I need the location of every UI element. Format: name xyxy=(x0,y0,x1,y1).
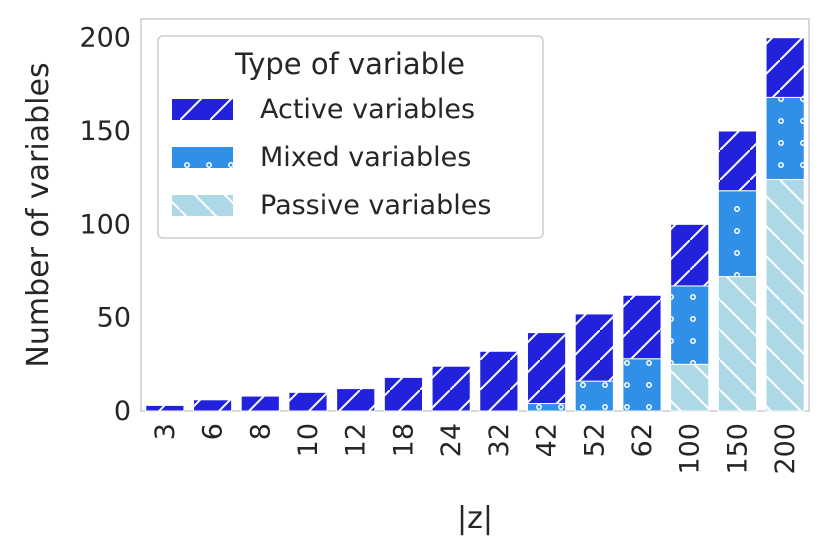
x-ticks-group: 3 6 8 10 12 18 24 32 42 52 62 100 150 200 xyxy=(150,423,801,475)
y-tick-label-200: 200 xyxy=(79,23,131,54)
bar-passive-variables-100 xyxy=(670,363,710,412)
bar-active-variables-32-hatch xyxy=(479,350,519,412)
bar-passive-variables-200-hatch xyxy=(765,179,805,412)
bar-active-variables-200 xyxy=(765,37,805,98)
bar-active-variables-62-hatch xyxy=(622,294,662,360)
y-tick-label-150: 150 xyxy=(79,116,131,147)
legend-items: Active variables Mixed variables Passive v… xyxy=(172,94,491,221)
y-ticks-group: 0 50 100 150 200 xyxy=(79,23,131,427)
bar-active-variables-200-hatch xyxy=(765,37,805,98)
bar-active-variables-3-hatch xyxy=(145,404,185,412)
bar-mixed-variables-150-hatch xyxy=(717,190,758,278)
bar-active-variables-18 xyxy=(383,376,424,412)
legend-title: Type of variable xyxy=(234,47,465,81)
legend-label-passive-variables: Passive variables xyxy=(260,190,491,221)
x-tick-label-32: 32 xyxy=(484,423,515,457)
bar-active-variables-24-hatch xyxy=(431,365,471,412)
legend-label-mixed-variables: Mixed variables xyxy=(260,142,471,173)
bar-active-variables-62 xyxy=(622,294,662,360)
bar-mixed-variables-200 xyxy=(765,96,805,181)
bar-passive-variables-100-hatch xyxy=(670,363,710,412)
bar-active-variables-100 xyxy=(670,223,710,287)
bar-mixed-variables-62-hatch xyxy=(622,358,662,412)
legend: Type of variable Active variables Mixed v… xyxy=(157,35,544,239)
bar-mixed-variables-52 xyxy=(574,380,614,412)
x-tick-label-52: 52 xyxy=(579,423,610,457)
y-axis-label: Number of variables xyxy=(21,62,56,367)
x-tick-label-62: 62 xyxy=(627,423,658,457)
x-tick-label-200: 200 xyxy=(770,423,801,475)
bar-passive-variables-150 xyxy=(717,276,758,412)
bar-active-variables-52 xyxy=(574,313,614,382)
bar-active-variables-12 xyxy=(336,388,376,412)
bar-mixed-variables-100-hatch xyxy=(670,285,710,365)
bar-mixed-variables-52-hatch xyxy=(574,380,614,412)
x-tick-label-6: 6 xyxy=(198,423,229,440)
x-tick-label-100: 100 xyxy=(675,423,706,475)
bar-mixed-variables-100 xyxy=(670,285,710,365)
x-tick-label-8: 8 xyxy=(245,423,276,440)
legend-item-mixed-variables: Mixed variables xyxy=(172,142,471,173)
bar-active-variables-100-hatch xyxy=(670,223,710,287)
bar-active-variables-150-hatch xyxy=(717,130,758,192)
bar-active-variables-42-hatch xyxy=(526,332,567,405)
bar-active-variables-32 xyxy=(479,350,519,412)
legend-label-active-variables: Active variables xyxy=(260,94,475,125)
x-tick-label-18: 18 xyxy=(388,423,419,457)
bar-passive-variables-200 xyxy=(765,179,805,412)
legend-swatch-hatch-passive-variables xyxy=(172,195,233,216)
legend-box xyxy=(157,35,544,239)
legend-item-active-variables: Active variables xyxy=(172,94,475,125)
bar-mixed-variables-42 xyxy=(526,403,567,412)
x-tick-label-10: 10 xyxy=(293,423,324,457)
bar-active-variables-150 xyxy=(717,130,758,192)
bar-active-variables-8-hatch xyxy=(240,395,280,412)
x-axis-label: |z| xyxy=(457,501,493,536)
y-tick-label-50: 50 xyxy=(97,303,131,334)
y-tick-label-100: 100 xyxy=(79,209,131,240)
x-tick-label-42: 42 xyxy=(532,423,563,457)
bars-group xyxy=(145,37,805,412)
bar-active-variables-10-hatch xyxy=(288,391,328,412)
x-tick-label-12: 12 xyxy=(341,423,372,457)
y-tick-label-0: 0 xyxy=(114,396,131,427)
bar-active-variables-18-hatch xyxy=(383,376,424,412)
legend-swatch-hatch-active-variables xyxy=(172,99,233,120)
bar-active-variables-42 xyxy=(526,332,567,405)
bar-mixed-variables-62 xyxy=(622,358,662,412)
x-tick-label-24: 24 xyxy=(436,423,467,457)
bar-mixed-variables-42-hatch xyxy=(526,403,567,412)
legend-item-passive-variables: Passive variables xyxy=(172,190,491,221)
bar-active-variables-6 xyxy=(192,399,233,412)
x-tick-label-3: 3 xyxy=(150,423,181,440)
bar-active-variables-24 xyxy=(431,365,471,412)
bar-active-variables-3 xyxy=(145,404,185,412)
bar-mixed-variables-200-hatch xyxy=(765,96,805,181)
bar-active-variables-12-hatch xyxy=(336,388,376,412)
bar-passive-variables-150-hatch xyxy=(717,276,758,412)
bar-active-variables-10 xyxy=(288,391,328,412)
bar-mixed-variables-150 xyxy=(717,190,758,278)
bar-active-variables-6-hatch xyxy=(192,399,233,412)
bar-active-variables-52-hatch xyxy=(574,313,614,382)
legend-swatch-hatch-mixed-variables xyxy=(172,147,233,168)
bar-active-variables-8 xyxy=(240,395,280,412)
x-tick-label-150: 150 xyxy=(722,423,753,475)
